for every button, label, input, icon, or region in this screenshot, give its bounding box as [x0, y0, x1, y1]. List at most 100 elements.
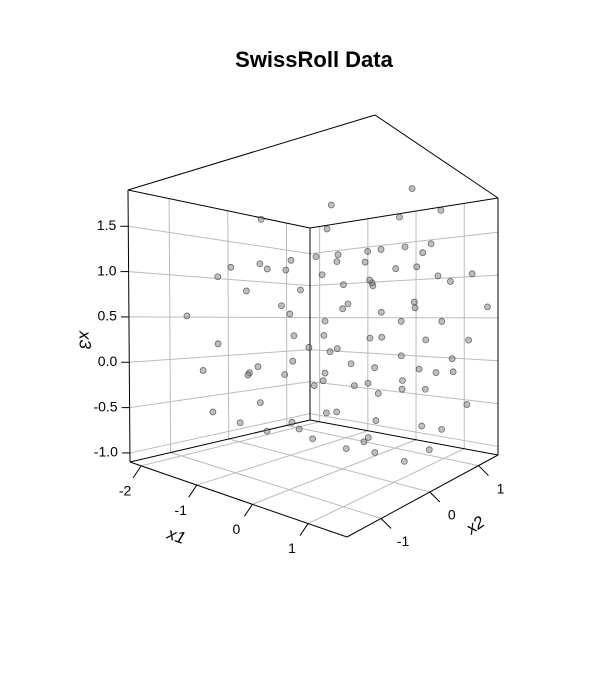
point: [393, 266, 399, 272]
point: [334, 346, 340, 352]
point: [321, 332, 327, 338]
point: [447, 278, 453, 284]
point: [466, 337, 472, 343]
y-tick-label: 0: [448, 507, 456, 523]
point: [420, 250, 426, 256]
point: [319, 272, 325, 278]
point: [365, 380, 371, 386]
point: [399, 386, 405, 392]
point: [412, 305, 418, 311]
point: [411, 299, 417, 305]
point: [378, 309, 384, 315]
point: [264, 266, 270, 272]
point: [343, 446, 349, 452]
y-tick-label: -1: [397, 533, 410, 549]
point: [264, 428, 270, 434]
point: [297, 287, 303, 293]
point: [228, 264, 234, 270]
point: [398, 353, 404, 359]
point: [328, 202, 334, 208]
point: [334, 409, 340, 415]
point: [401, 458, 407, 464]
point: [438, 207, 444, 213]
x-tick-label: -2: [119, 483, 132, 499]
point: [372, 449, 378, 455]
point: [365, 434, 371, 440]
point: [439, 426, 445, 432]
point: [288, 257, 294, 263]
point: [399, 377, 405, 383]
point: [237, 420, 243, 426]
point: [402, 244, 408, 250]
point: [215, 274, 221, 280]
point: [372, 365, 378, 371]
point: [365, 248, 371, 254]
point: [327, 349, 333, 355]
point: [422, 386, 428, 392]
point: [322, 370, 328, 376]
point: [469, 271, 475, 277]
point: [428, 241, 434, 247]
point: [282, 372, 288, 378]
point: [439, 318, 445, 324]
point: [423, 337, 429, 343]
point: [258, 216, 264, 222]
z-axis-title: x3: [76, 330, 95, 350]
z-tick-label: 0.0: [98, 353, 118, 369]
point: [435, 273, 441, 279]
point: [340, 282, 346, 288]
point: [278, 303, 284, 309]
point: [373, 418, 379, 424]
x-tick-label: -1: [175, 502, 188, 518]
point: [334, 259, 340, 265]
point: [340, 306, 346, 312]
point: [311, 383, 317, 389]
point: [396, 214, 402, 220]
z-tick-label: 1.0: [97, 262, 117, 278]
point: [289, 419, 295, 425]
point: [310, 436, 316, 442]
grid-line: [129, 317, 310, 318]
x-tick-label: 1: [288, 540, 296, 556]
point: [323, 410, 329, 416]
point: [245, 372, 251, 378]
point: [450, 369, 456, 375]
point: [313, 254, 319, 260]
point: [345, 301, 351, 307]
point: [375, 391, 381, 397]
y-tick-label: 1: [497, 480, 505, 496]
point: [409, 186, 415, 192]
point: [215, 341, 221, 347]
point: [290, 358, 296, 364]
point: [306, 344, 312, 350]
x-tick-label: 0: [233, 521, 241, 537]
point: [367, 335, 373, 341]
point: [362, 259, 368, 265]
point: [351, 383, 357, 389]
point: [287, 311, 293, 317]
z-tick-label: -0.5: [93, 398, 117, 414]
point: [320, 378, 326, 384]
point: [378, 246, 384, 252]
point: [335, 252, 341, 258]
point: [296, 426, 302, 432]
point: [324, 226, 330, 232]
point: [433, 370, 439, 376]
point: [348, 361, 354, 367]
point: [464, 402, 470, 408]
point: [414, 264, 420, 270]
point: [243, 288, 249, 294]
chart-title: SwissRoll Data: [235, 47, 393, 72]
point: [419, 423, 425, 429]
point: [379, 334, 385, 340]
z-tick-label: -1.0: [94, 444, 118, 460]
point: [291, 333, 297, 339]
point: [184, 313, 190, 319]
point: [449, 356, 455, 362]
point: [257, 400, 263, 406]
point: [484, 304, 490, 310]
point: [398, 318, 404, 324]
point: [200, 367, 206, 373]
z-tick-label: 0.5: [97, 308, 117, 324]
